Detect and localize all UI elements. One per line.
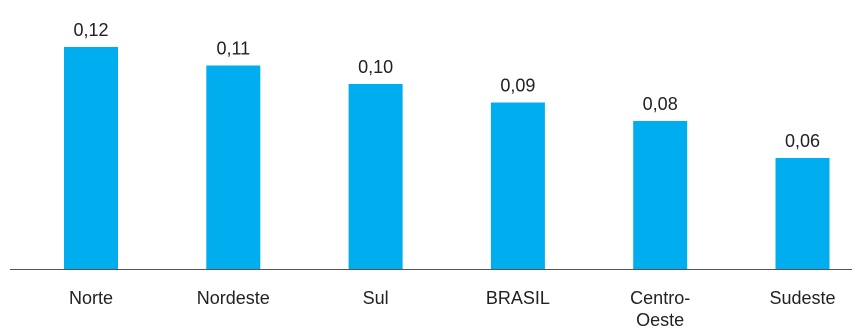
category-label-line: Centro- [630, 288, 690, 308]
bar-3 [490, 102, 545, 269]
bar-0 [64, 47, 118, 269]
category-label-line: Nordeste [197, 288, 270, 308]
category-label-2: Sul [363, 288, 389, 308]
bar-1 [206, 65, 261, 269]
category-label-line: Sul [363, 288, 389, 308]
value-label-5: 0,06 [785, 131, 820, 151]
category-label-line: BRASIL [486, 288, 550, 308]
value-label-0: 0,12 [73, 20, 108, 40]
bar-2 [348, 84, 403, 269]
value-label-4: 0,08 [643, 94, 678, 114]
category-label-line: Sudeste [769, 288, 835, 308]
category-label-0: Norte [69, 288, 113, 308]
bar-5 [775, 158, 830, 269]
value-label-3: 0,09 [500, 76, 535, 96]
category-label-line: Oeste [636, 310, 684, 330]
value-labels-group: 0,12 0,11 0,10 0,09 0,08 0,06 [73, 20, 820, 151]
bar-4 [633, 121, 688, 269]
category-label-line: Norte [69, 288, 113, 308]
category-labels-group: Norte Nordeste Sul BRASIL Centro-Oeste Sudest… [69, 288, 836, 330]
bars-group [64, 47, 830, 269]
category-label-4: Centro-Oeste [630, 288, 690, 330]
category-label-3: BRASIL [486, 288, 550, 308]
value-label-1: 0,11 [216, 39, 250, 59]
category-label-1: Nordeste [197, 288, 270, 308]
value-label-2: 0,10 [358, 57, 393, 77]
category-label-5: Sudeste [769, 288, 835, 308]
